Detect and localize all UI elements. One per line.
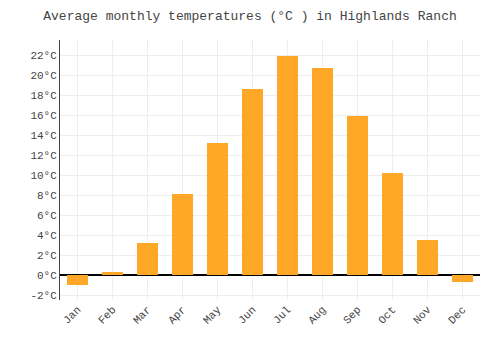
svg-text:10°C: 10°C [30,170,57,182]
svg-text:-2°C: -2°C [30,290,57,302]
svg-text:Mar: Mar [131,304,153,326]
svg-text:May: May [201,304,224,327]
svg-text:Jun: Jun [236,304,258,326]
svg-text:12°C: 12°C [30,150,57,162]
svg-text:16°C: 16°C [30,110,57,122]
svg-text:18°C: 18°C [30,90,57,102]
svg-text:20°C: 20°C [30,70,57,82]
svg-text:Sep: Sep [341,304,363,326]
svg-text:Nov: Nov [411,304,434,327]
svg-text:Dec: Dec [446,304,468,326]
svg-text:2°C: 2°C [37,250,57,262]
svg-text:8°C: 8°C [37,190,57,202]
svg-text:Jul: Jul [271,304,293,326]
svg-text:6°C: 6°C [37,210,57,222]
svg-text:Feb: Feb [96,304,118,326]
svg-text:14°C: 14°C [30,130,57,142]
svg-text:Apr: Apr [166,304,188,326]
svg-text:Jan: Jan [61,304,83,326]
svg-text:22°C: 22°C [30,50,57,62]
svg-text:Oct: Oct [376,304,398,326]
svg-text:Aug: Aug [306,304,328,326]
svg-text:4°C: 4°C [37,230,57,242]
svg-text:0°C: 0°C [37,270,57,282]
svg-text:Average monthly temperatures (: Average monthly temperatures (°C ) in Hi… [43,9,456,24]
